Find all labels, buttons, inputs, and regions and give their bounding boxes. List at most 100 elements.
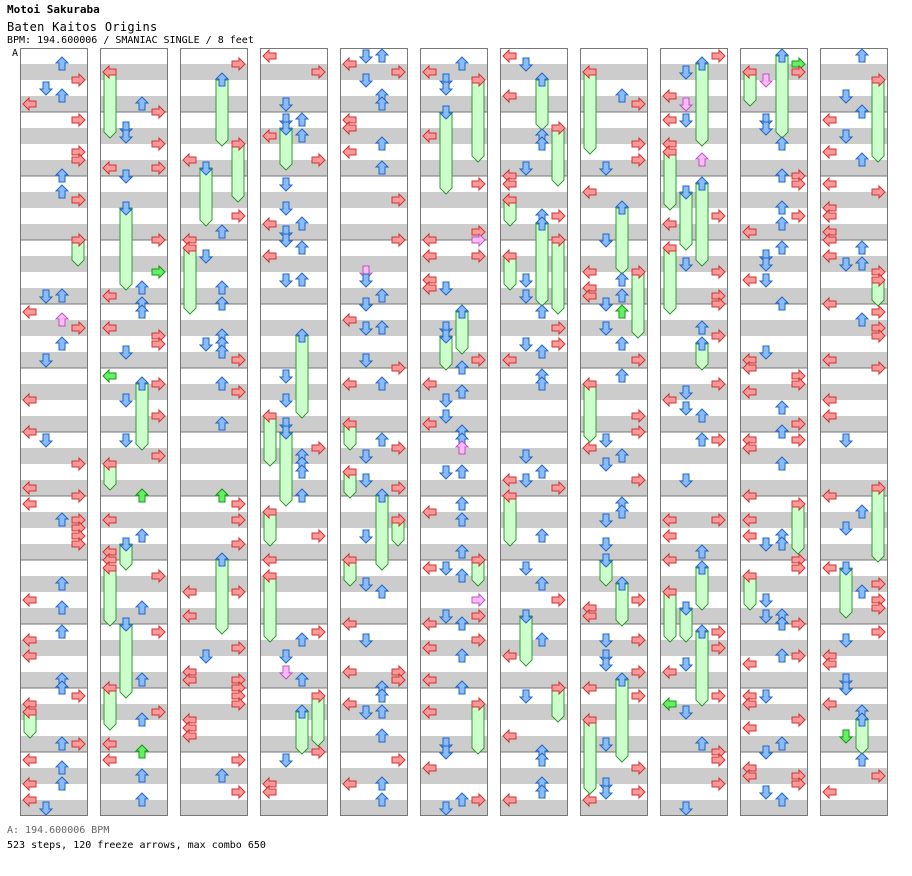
beat-band — [820, 576, 888, 592]
beat-band — [20, 672, 88, 688]
left-arrow — [502, 488, 517, 504]
right-arrow — [631, 592, 646, 608]
left-arrow — [422, 64, 437, 80]
left-arrow — [502, 176, 517, 192]
right-arrow — [471, 608, 486, 624]
right-arrow — [711, 776, 726, 792]
left-arrow — [822, 248, 837, 264]
right-arrow — [391, 672, 406, 688]
up-arrow — [854, 48, 870, 63]
beat-band — [580, 288, 648, 304]
up-arrow-green — [134, 744, 150, 759]
song-title: Baten Kaitos Origins — [7, 20, 158, 34]
beat-band — [500, 704, 568, 720]
beat-band — [340, 128, 408, 144]
down-arrow — [118, 169, 134, 184]
left-arrow — [582, 184, 597, 200]
beat-band — [820, 352, 888, 368]
beat-band — [20, 480, 88, 496]
up-arrow — [774, 616, 790, 631]
right-arrow — [871, 272, 886, 288]
right-arrow — [791, 560, 806, 576]
left-arrow — [662, 584, 677, 600]
beat-band — [180, 384, 248, 400]
right-arrow-pink — [471, 592, 486, 608]
beat-band — [820, 288, 888, 304]
down-arrow — [38, 433, 54, 448]
up-arrow — [134, 376, 150, 391]
up-arrow — [374, 432, 390, 447]
beat-band — [20, 160, 88, 176]
up-arrow — [854, 240, 870, 255]
down-arrow — [758, 785, 774, 800]
beat-band — [100, 384, 168, 400]
freeze-arrow-body — [615, 583, 629, 627]
down-arrow-green — [838, 729, 854, 744]
down-arrow — [678, 473, 694, 488]
freeze-arrow-body — [583, 71, 597, 155]
beat-band — [180, 480, 248, 496]
beat-band — [260, 480, 328, 496]
beat-band — [820, 96, 888, 112]
right-arrow — [471, 696, 486, 712]
right-arrow — [151, 624, 166, 640]
freeze-arrow-body — [871, 79, 885, 163]
freeze-arrow-body — [231, 143, 245, 203]
beat-band — [20, 768, 88, 784]
beat-band — [180, 288, 248, 304]
up-arrow — [134, 528, 150, 543]
left-arrow — [822, 112, 837, 128]
right-arrow — [391, 192, 406, 208]
beat-band — [100, 704, 168, 720]
beat-band — [660, 256, 728, 272]
beat-band — [580, 544, 648, 560]
beat-band — [820, 480, 888, 496]
beat-band — [820, 800, 888, 816]
down-arrow-pink — [758, 73, 774, 88]
left-arrow — [742, 488, 757, 504]
beat-band — [660, 416, 728, 432]
beat-band — [500, 96, 568, 112]
down-arrow — [438, 609, 454, 624]
freeze-arrow-body — [615, 207, 629, 275]
down-arrow — [118, 433, 134, 448]
freeze-arrow-body — [695, 63, 709, 147]
beat-band — [20, 704, 88, 720]
beat-band — [820, 160, 888, 176]
left-arrow — [742, 656, 757, 672]
beat-band — [20, 800, 88, 816]
beat-band — [580, 320, 648, 336]
left-arrow — [342, 120, 357, 136]
up-arrow — [454, 464, 470, 479]
freeze-arrow-body — [599, 559, 613, 587]
beat-band — [740, 608, 808, 624]
up-arrow — [374, 584, 390, 599]
freeze-arrow-body — [343, 559, 357, 587]
right-arrow — [391, 232, 406, 248]
left-arrow — [422, 760, 437, 776]
up-arrow-green — [134, 488, 150, 503]
left-arrow — [582, 680, 597, 696]
up-arrow — [534, 576, 550, 591]
beat-band — [340, 800, 408, 816]
beat-band — [260, 416, 328, 432]
up-arrow — [614, 576, 630, 591]
down-arrow — [838, 561, 854, 576]
beat-band — [740, 736, 808, 752]
up-arrow — [374, 376, 390, 391]
beat-band — [580, 512, 648, 528]
down-arrow — [758, 593, 774, 608]
left-arrow — [502, 648, 517, 664]
right-arrow — [391, 440, 406, 456]
beat-band — [420, 704, 488, 720]
beat-band — [660, 384, 728, 400]
left-arrow — [742, 384, 757, 400]
left-arrow — [582, 792, 597, 808]
freeze-arrow-body — [503, 255, 517, 291]
down-arrow — [438, 801, 454, 816]
freeze-arrow-body — [535, 223, 549, 307]
freeze-arrow-body — [679, 607, 693, 643]
beat-band — [340, 288, 408, 304]
beat-band — [500, 384, 568, 400]
down-arrow — [678, 113, 694, 128]
